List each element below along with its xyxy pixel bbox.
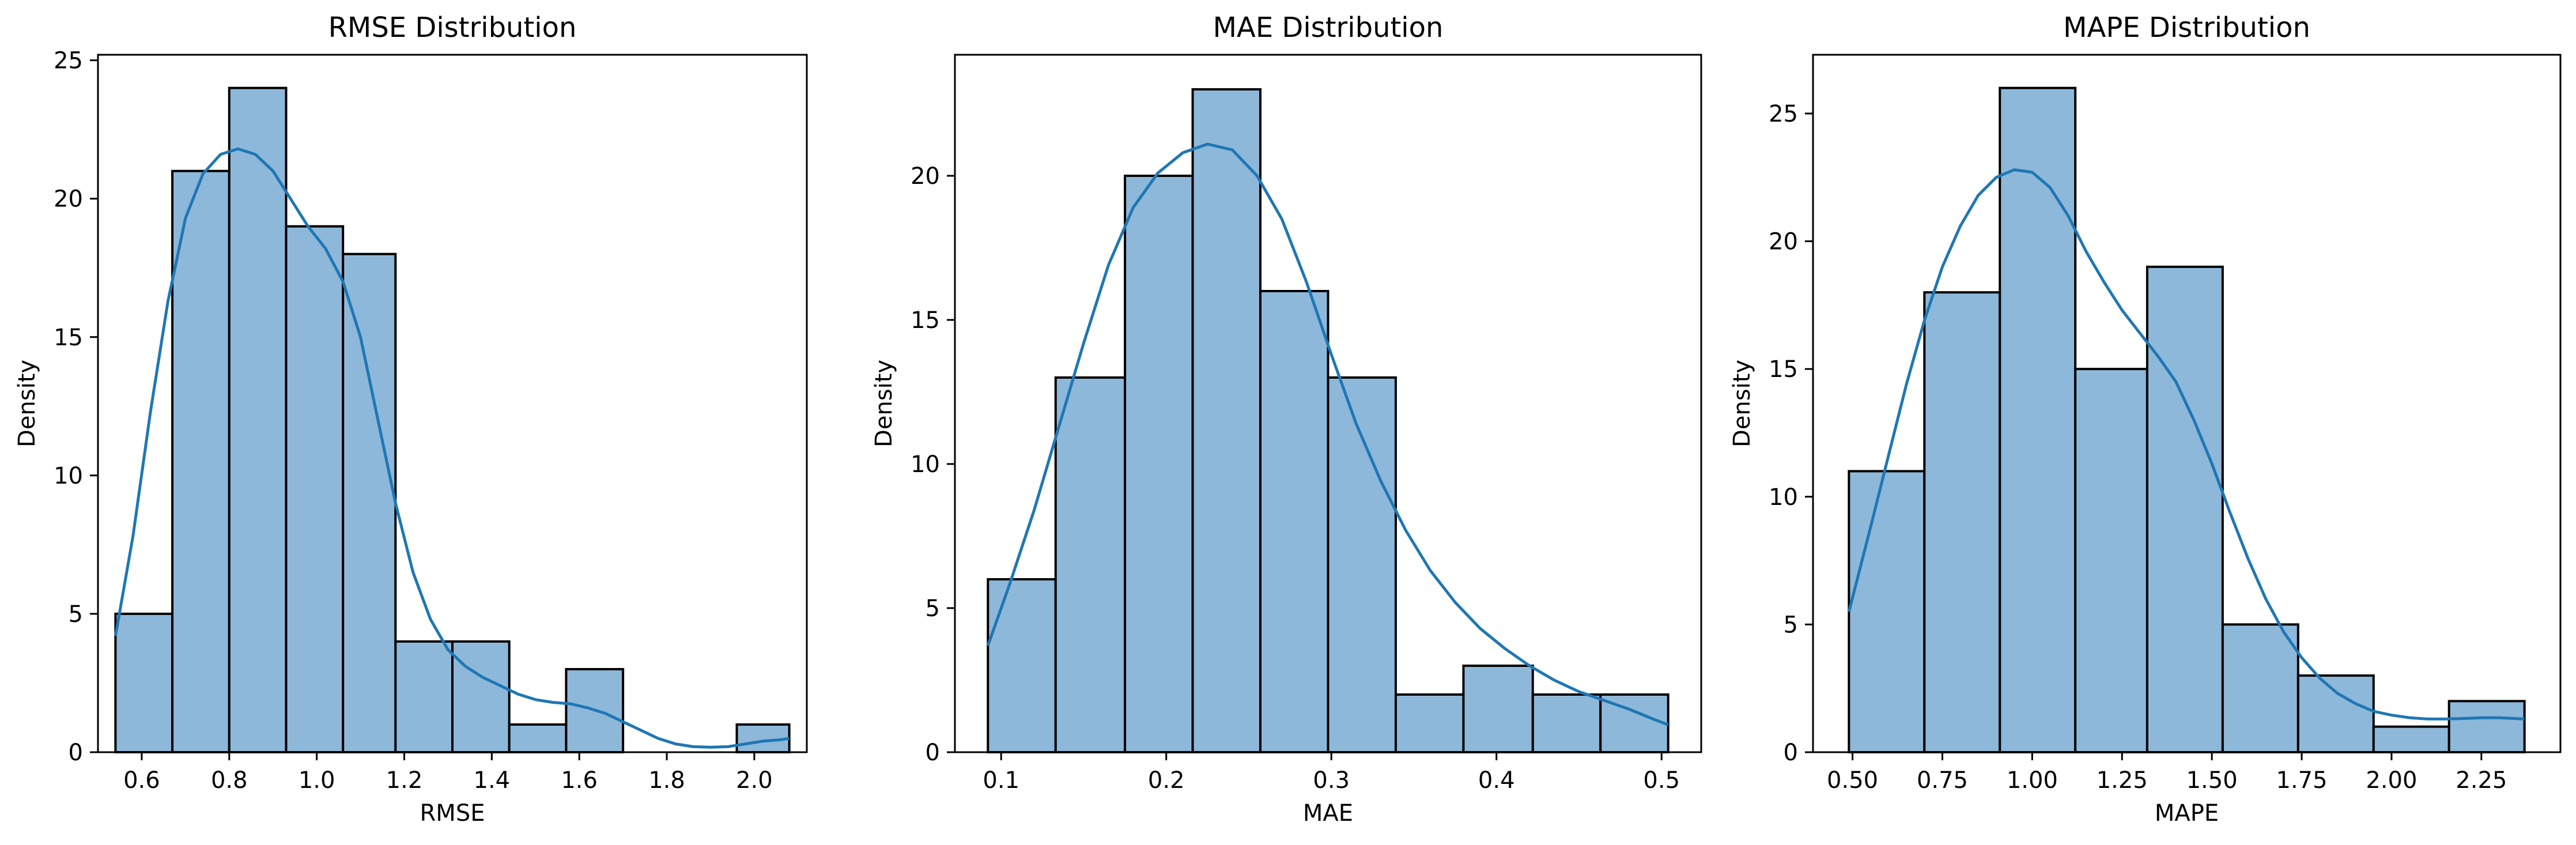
histogram-bar — [1124, 175, 1194, 753]
y-tick-label: 25 — [1769, 101, 1798, 127]
histogram-bar — [1191, 88, 1262, 753]
histogram-bar — [342, 252, 397, 753]
histogram-bar — [228, 86, 288, 754]
x-axis-label: MAE — [1303, 800, 1353, 827]
y-tick-label: 20 — [911, 163, 940, 190]
histogram-bar — [2297, 674, 2375, 753]
chart-title: MAPE Distribution — [2063, 12, 2310, 44]
y-tick-label: 10 — [54, 463, 83, 489]
histogram-bar — [2074, 368, 2148, 753]
x-tick-label: 1.2 — [386, 767, 423, 794]
histogram-bar — [114, 612, 174, 754]
histogram-bar — [2372, 725, 2450, 753]
histogram-bar — [508, 723, 568, 754]
x-tick-label: 1.75 — [2276, 767, 2328, 794]
kde-line — [986, 142, 1669, 726]
y-axis-label: Density — [871, 360, 897, 447]
x-axis-label: MAPE — [2155, 800, 2219, 827]
kde-line — [1847, 168, 2525, 720]
chart-panel-2: 0.1 0.2 0.3 0.4 0.5 0 5 10 15 20 MAE Distribution M… — [871, 12, 1702, 827]
histogram-bar — [1462, 665, 1534, 753]
y-tick-label: 20 — [54, 186, 83, 213]
y-tick-label: 10 — [911, 451, 940, 478]
histogram-bar — [1259, 290, 1329, 753]
x-tick-label: 0.8 — [211, 767, 248, 794]
histogram-bar — [987, 578, 1057, 753]
axes-frame — [954, 54, 1702, 753]
chart-panel-1: 0.6 0.8 1.0 1.2 1.4 1.6 1.8 2.0 0 5 10 15 20 25 RMSE D… — [14, 12, 808, 827]
kde-line — [114, 147, 790, 749]
y-tick-label: 25 — [54, 48, 83, 74]
histogram-bar — [1054, 376, 1127, 753]
y-tick-label: 10 — [1769, 484, 1798, 511]
x-tick-label: 0.5 — [1643, 767, 1680, 794]
x-tick-label: 0.3 — [1313, 767, 1350, 794]
x-tick-label: 2.00 — [2366, 767, 2417, 794]
axes-frame — [97, 54, 808, 753]
x-tick-label: 0.1 — [983, 767, 1019, 794]
x-tick-label: 0.2 — [1148, 767, 1185, 794]
x-tick-label: 2.25 — [2456, 767, 2507, 794]
histogram-bar — [2146, 265, 2224, 753]
histogram-bar — [1923, 291, 2001, 753]
histogram-bar — [394, 640, 454, 754]
x-tick-label: 1.6 — [561, 767, 598, 794]
x-tick-label: 1.4 — [474, 767, 511, 794]
histogram-bar — [1531, 693, 1602, 753]
y-axis-label: Density — [1729, 360, 1755, 447]
chart-title: MAE Distribution — [1213, 12, 1444, 44]
y-tick-label: 15 — [54, 325, 83, 351]
x-tick-label: 1.25 — [2097, 767, 2148, 794]
histogram-bar — [1394, 693, 1465, 753]
histogram-bar — [285, 225, 345, 753]
histogram-bar — [451, 640, 511, 754]
x-tick-label: 1.50 — [2186, 767, 2238, 794]
y-tick-label: 0 — [1784, 740, 1798, 766]
histogram-bar — [2447, 700, 2526, 754]
y-tick-label: 20 — [1769, 229, 1798, 255]
x-tick-label: 0.4 — [1478, 767, 1515, 794]
x-tick-label: 1.8 — [648, 767, 685, 794]
histogram-bar — [1999, 86, 2077, 754]
x-tick-label: 1.00 — [2007, 767, 2058, 794]
y-tick-label: 5 — [926, 595, 940, 622]
y-tick-label: 15 — [1769, 356, 1798, 383]
x-tick-label: 0.6 — [123, 767, 160, 794]
chart-title: RMSE Distribution — [328, 12, 577, 44]
x-axis-label: RMSE — [420, 800, 485, 827]
x-tick-label: 1.0 — [299, 767, 335, 794]
x-tick-label: 2.0 — [736, 767, 773, 794]
y-axis-label: Density — [14, 360, 40, 447]
y-tick-label: 5 — [69, 601, 83, 628]
y-tick-label: 5 — [1784, 612, 1798, 638]
y-tick-label: 15 — [911, 307, 940, 334]
x-tick-label: 0.50 — [1827, 767, 1878, 794]
histogram-bar — [171, 169, 231, 753]
chart-panel-3: 0.50 0.75 1.00 1.25 1.50 1.75 2.00 2.25 0 5 10 15 20… — [1729, 12, 2562, 827]
x-tick-label: 0.75 — [1917, 767, 1968, 794]
histogram-bar — [2221, 623, 2299, 754]
y-tick-label: 0 — [926, 740, 940, 766]
histogram-bar — [1848, 470, 1926, 753]
axes-frame — [1812, 54, 2562, 753]
y-tick-label: 0 — [69, 740, 83, 766]
